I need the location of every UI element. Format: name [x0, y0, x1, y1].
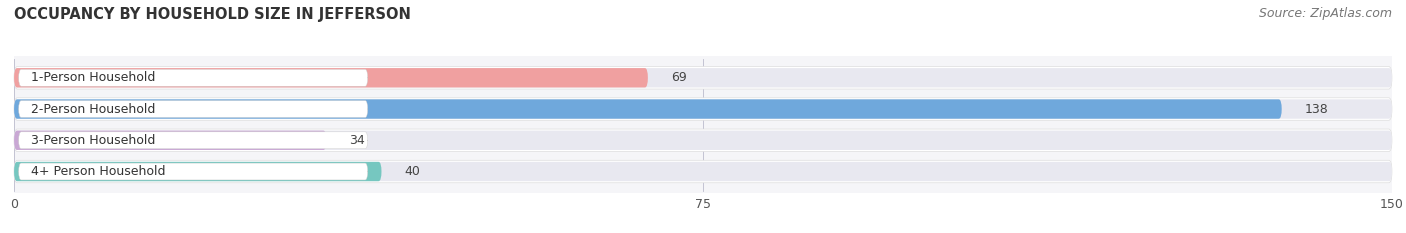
FancyBboxPatch shape	[14, 68, 648, 87]
Text: 69: 69	[671, 71, 686, 84]
FancyBboxPatch shape	[14, 130, 1392, 150]
FancyBboxPatch shape	[14, 162, 1392, 181]
Text: 3-Person Household: 3-Person Household	[31, 134, 155, 147]
Text: 40: 40	[405, 165, 420, 178]
FancyBboxPatch shape	[14, 99, 1392, 119]
Text: OCCUPANCY BY HOUSEHOLD SIZE IN JEFFERSON: OCCUPANCY BY HOUSEHOLD SIZE IN JEFFERSON	[14, 7, 411, 22]
FancyBboxPatch shape	[14, 68, 1392, 87]
FancyBboxPatch shape	[18, 163, 368, 180]
FancyBboxPatch shape	[14, 162, 381, 181]
FancyBboxPatch shape	[14, 98, 1392, 120]
FancyBboxPatch shape	[14, 129, 1392, 151]
Text: 4+ Person Household: 4+ Person Household	[31, 165, 165, 178]
FancyBboxPatch shape	[14, 160, 1392, 183]
FancyBboxPatch shape	[18, 101, 368, 117]
Text: 2-Person Household: 2-Person Household	[31, 103, 155, 116]
FancyBboxPatch shape	[14, 99, 1282, 119]
FancyBboxPatch shape	[14, 67, 1392, 89]
FancyBboxPatch shape	[18, 69, 368, 86]
FancyBboxPatch shape	[14, 130, 326, 150]
Text: 138: 138	[1305, 103, 1329, 116]
Text: 34: 34	[349, 134, 366, 147]
Text: 1-Person Household: 1-Person Household	[31, 71, 155, 84]
Text: Source: ZipAtlas.com: Source: ZipAtlas.com	[1258, 7, 1392, 20]
FancyBboxPatch shape	[18, 132, 368, 149]
